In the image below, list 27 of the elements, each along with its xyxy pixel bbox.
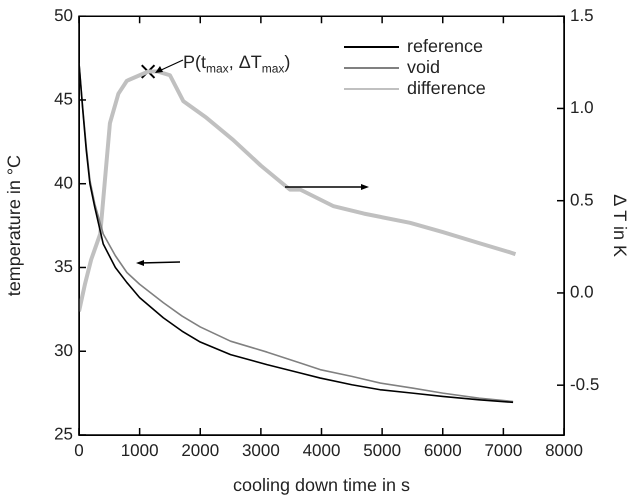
- y-tick-label: 30: [54, 340, 73, 360]
- y-tick-label: 25: [54, 424, 73, 444]
- y2-axis-title: Δ T in K: [610, 194, 630, 257]
- x-tick-label: 6000: [424, 440, 462, 460]
- x-tick-label: 8000: [545, 440, 583, 460]
- y-axis-title: temperature in °C: [4, 154, 24, 296]
- x-tick-label: 4000: [302, 440, 340, 460]
- y2-tick-label: 0.5: [570, 190, 594, 210]
- x-tick-label: 0: [74, 440, 84, 460]
- x-tick-label: 5000: [363, 440, 402, 460]
- legend-label: reference: [407, 36, 484, 58]
- x-tick-label: 3000: [242, 440, 280, 460]
- y2-tick-label: -0.5: [570, 374, 600, 394]
- legend-label: void: [407, 57, 440, 78]
- legend-label: difference: [407, 78, 486, 100]
- x-axis-title: cooling down time in s: [232, 475, 410, 496]
- y2-tick-label: 1.5: [570, 6, 594, 25]
- y2-tick-label: 1.0: [570, 98, 594, 118]
- y-tick-label: 45: [54, 90, 73, 109]
- y-tick-label: 35: [54, 257, 73, 276]
- y-tick-label: 50: [54, 6, 73, 25]
- y-tick-label: 40: [54, 173, 73, 192]
- x-tick-label: 1000: [120, 440, 159, 460]
- y2-tick-label: 0.0: [570, 282, 594, 302]
- annotation: P(t$_{max}$, ΔT$_{max}$): [183, 52, 290, 76]
- x-tick-label: 7000: [484, 440, 522, 460]
- x-tick-label: 2000: [181, 440, 220, 460]
